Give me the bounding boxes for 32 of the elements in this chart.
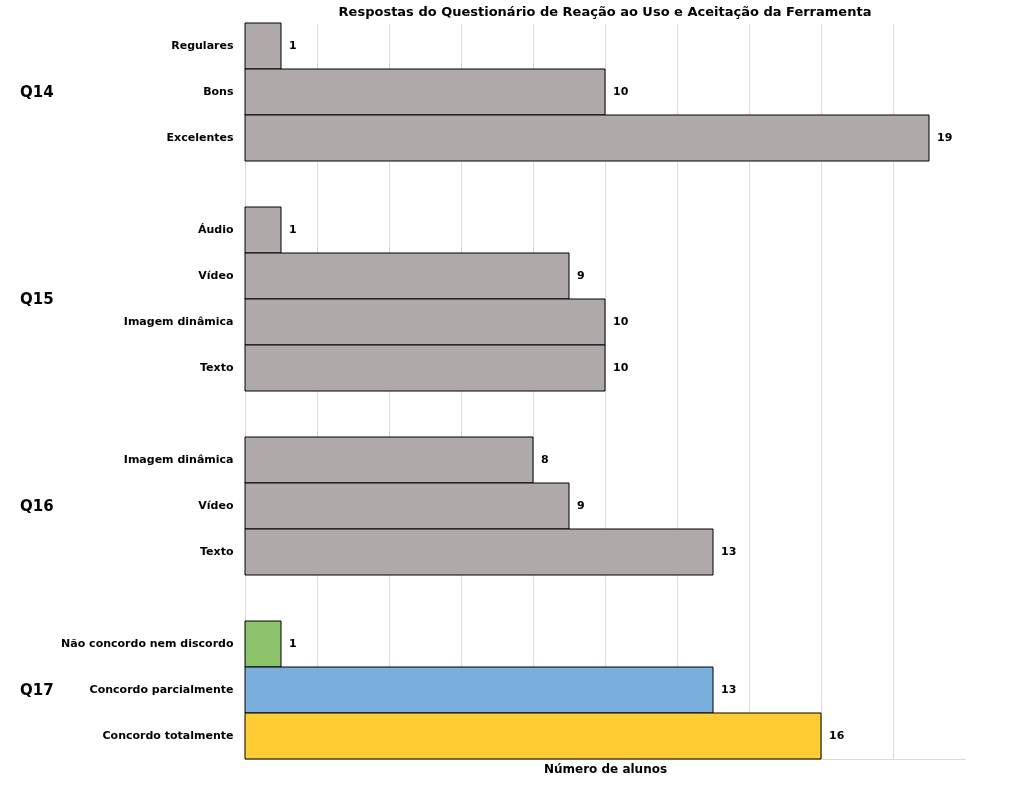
y-tick-label: Concordo parcialmente [89, 683, 234, 696]
y-tick-label: Imagem dinâmica [123, 453, 234, 466]
y-tick-label: Não concordo nem discordo [61, 637, 234, 650]
data-label: 19 [937, 131, 953, 144]
y-tick-label: Regulares [171, 39, 234, 52]
data-label: 9 [577, 499, 585, 512]
data-label: 10 [613, 361, 629, 374]
text: Q17 [20, 681, 54, 699]
chart-title: Respostas do Questionário de Reação ao Uso e Aceitação da Ferramenta [338, 3, 872, 19]
text: Q14 [20, 83, 54, 101]
data-label: 13 [721, 545, 737, 558]
y-tick-label: Vídeo [198, 269, 234, 282]
x-axis-title: Número de alunos [543, 761, 668, 776]
text: Q15 [20, 290, 54, 308]
data-label: 16 [829, 729, 845, 742]
data-label: 9 [577, 269, 585, 282]
data-label: 8 [541, 453, 549, 466]
y-tick-label: Imagem dinâmica [123, 315, 234, 328]
y-tick-label: Áudio [197, 223, 234, 236]
y-tick-label: Texto [200, 545, 234, 558]
text: Q16 [20, 497, 54, 515]
data-label: 10 [613, 85, 629, 98]
y-tick-label: Vídeo [198, 499, 234, 512]
data-label: 1 [289, 39, 297, 52]
y-tick-label: Bons [203, 85, 234, 98]
data-label: 1 [289, 223, 297, 236]
data-label: 13 [721, 683, 737, 696]
y-tick-label: Texto [200, 361, 234, 374]
data-label: 1 [289, 637, 297, 650]
y-tick-label: Concordo totalmente [102, 729, 234, 742]
y-tick-label: Excelentes [166, 131, 234, 144]
data-label: 10 [613, 315, 629, 328]
